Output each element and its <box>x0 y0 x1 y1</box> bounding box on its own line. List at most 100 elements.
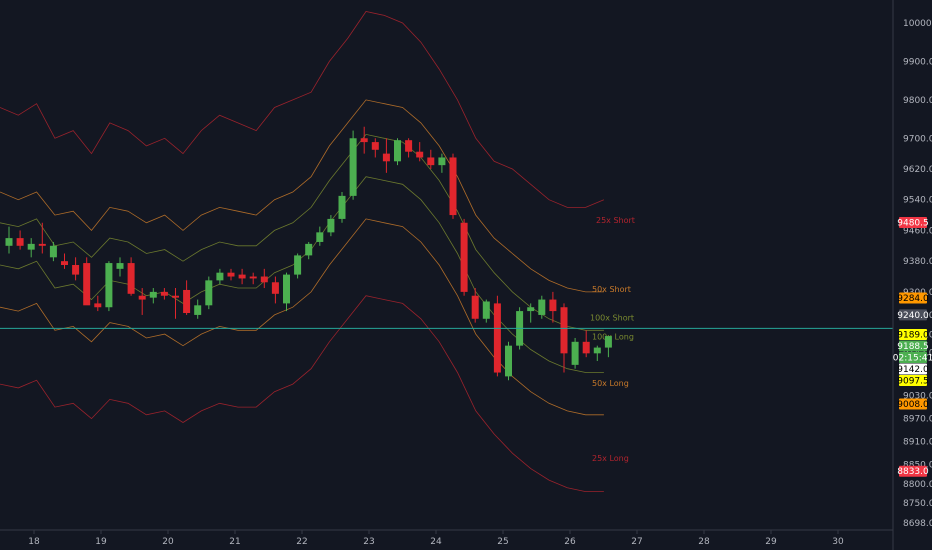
candle-body[interactable] <box>149 291 157 298</box>
candle-body[interactable] <box>283 274 290 304</box>
candle-body[interactable] <box>427 157 435 166</box>
candle-body[interactable] <box>582 341 590 354</box>
candle-body[interactable] <box>338 195 346 219</box>
candle-body[interactable] <box>549 299 557 312</box>
price-tag-label: 9008.0 <box>897 400 929 410</box>
candle-body[interactable] <box>94 303 102 308</box>
price-tag <box>899 465 927 477</box>
candle-body[interactable] <box>538 299 546 315</box>
band-label: 25x Short <box>596 216 635 225</box>
candle-body[interactable] <box>405 140 413 152</box>
price-tick-label: 8800.0 <box>903 480 932 490</box>
price-tag <box>899 363 927 375</box>
time-axis[interactable]: 18 19 20 21 22 23 24 25 26 27 28 29 30 <box>28 530 844 547</box>
price-tick-label: 10000.0 <box>903 19 932 29</box>
candle-body[interactable] <box>505 345 512 377</box>
candle-body[interactable] <box>194 305 202 315</box>
price-tick-label: 9700.0 <box>903 134 932 144</box>
candle-body[interactable] <box>138 295 146 300</box>
time-tick-label: 23 <box>363 537 374 547</box>
candle-body[interactable] <box>394 140 401 162</box>
band-line-25x-short <box>0 11 605 208</box>
candle-body[interactable] <box>238 274 246 279</box>
band-line-25x-long <box>0 295 604 493</box>
price-tick-label: 9800.0 <box>903 96 932 106</box>
candle-body[interactable] <box>471 295 479 319</box>
time-tick-label: 24 <box>430 537 442 547</box>
candle-body[interactable] <box>604 336 612 348</box>
price-tag-label: 9240.0 <box>897 311 929 321</box>
band-line-100x-short <box>0 133 604 331</box>
price-tag <box>899 217 927 229</box>
candle-body[interactable] <box>49 245 57 258</box>
candle-body[interactable] <box>438 157 446 166</box>
candle-body[interactable] <box>5 238 13 246</box>
candle-body[interactable] <box>460 222 468 292</box>
time-tick-label: 21 <box>229 537 240 547</box>
candle-body[interactable] <box>249 276 257 279</box>
candle-body[interactable] <box>227 272 235 277</box>
candle-body[interactable] <box>205 280 213 306</box>
candle-body[interactable] <box>83 263 91 306</box>
time-tick-label: 20 <box>162 537 174 547</box>
candle-body[interactable] <box>127 263 135 294</box>
candle-body[interactable] <box>416 151 424 158</box>
price-tick-label: 8750.0 <box>903 499 932 509</box>
time-tick-label: 28 <box>698 537 710 547</box>
candle-body[interactable] <box>360 138 368 143</box>
time-tick-label: 19 <box>95 537 107 547</box>
band-label: 25x Long <box>592 454 629 463</box>
candle-body[interactable] <box>172 295 179 298</box>
candle-body[interactable] <box>183 289 191 314</box>
candle-body[interactable] <box>116 263 124 269</box>
price-tag-label: 9097.5 <box>897 377 929 387</box>
candles[interactable] <box>5 126 612 381</box>
candle-body[interactable] <box>305 243 313 256</box>
price-tick-label: 9030.0 <box>903 392 932 402</box>
candle-body[interactable] <box>61 261 68 265</box>
candle-body[interactable] <box>482 301 490 319</box>
time-tick-label: 22 <box>296 537 307 547</box>
candle-body[interactable] <box>571 341 579 365</box>
candle-body[interactable] <box>371 142 379 150</box>
price-tag <box>899 340 927 352</box>
candle-body[interactable] <box>593 347 601 354</box>
price-tick-label: 9900.0 <box>903 57 932 67</box>
price-tag-label: 9142.0 <box>897 365 929 375</box>
price-tag-label: 9189.0 <box>897 331 929 341</box>
band-label: 100x Short <box>590 313 634 322</box>
price-tick-label: 9460.0 <box>903 226 932 236</box>
candle-body[interactable] <box>493 303 501 373</box>
band-label: 50x Short <box>592 285 631 294</box>
price-tick-label: 8850.0 <box>903 461 932 471</box>
time-tick-label: 26 <box>564 537 576 547</box>
candle-body[interactable] <box>316 232 324 242</box>
candle-body[interactable] <box>560 307 568 354</box>
price-tick-label: 8698.0 <box>903 519 932 529</box>
candle-body[interactable] <box>449 157 457 216</box>
candle-body[interactable] <box>38 243 46 246</box>
candle-body[interactable] <box>27 243 35 250</box>
candle-body[interactable] <box>527 307 535 312</box>
band-line-100x-long <box>0 176 604 373</box>
candle-body[interactable] <box>160 291 168 296</box>
candle-body[interactable] <box>16 238 24 246</box>
candle-body[interactable] <box>105 263 113 308</box>
candle-body[interactable] <box>294 255 302 275</box>
band-label: 100x Long <box>592 333 634 342</box>
candle-body[interactable] <box>382 153 390 162</box>
price-tick-label: 9540.0 <box>903 196 932 206</box>
band-label: 50x Long <box>592 379 629 388</box>
candle-body[interactable] <box>216 272 224 281</box>
price-tag <box>899 398 927 410</box>
price-tag-label: 9188.5 <box>897 342 929 352</box>
candle-body[interactable] <box>260 276 268 283</box>
candle-body[interactable] <box>72 265 80 275</box>
candle-body[interactable] <box>271 282 279 294</box>
candle-body[interactable] <box>327 218 335 233</box>
time-tick-label: 29 <box>765 537 777 547</box>
candle-body[interactable] <box>349 138 357 196</box>
time-tick-label: 18 <box>28 537 40 547</box>
band-line-50x-long <box>0 218 604 416</box>
